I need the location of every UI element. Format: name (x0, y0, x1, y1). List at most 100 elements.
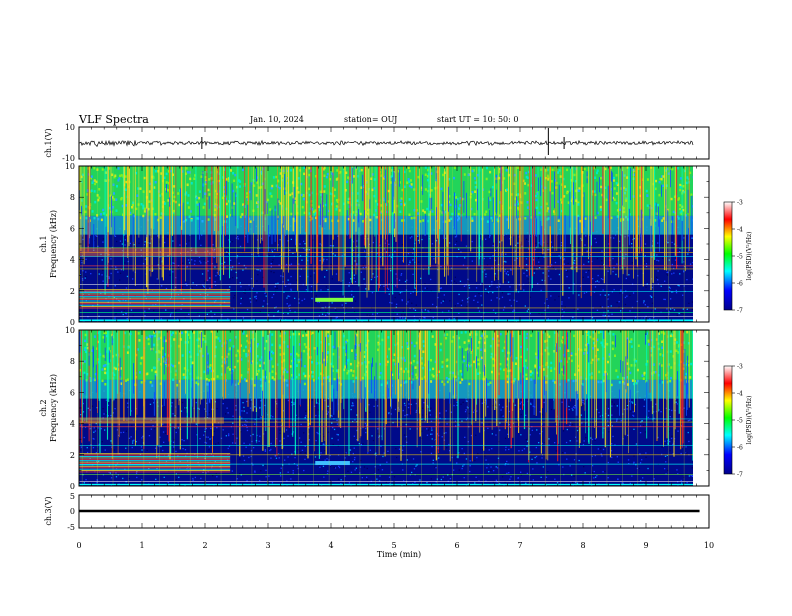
spectrogram-speckle (567, 429, 568, 430)
spectrogram-speckle (367, 468, 368, 469)
spectrogram-speckle (290, 310, 291, 311)
spectrogram-speckle (527, 311, 528, 312)
spectrogram-texture (336, 169, 338, 172)
spectrogram-speckle (144, 311, 145, 312)
spectrogram-speckle (458, 249, 459, 250)
spectrogram-texture (287, 345, 289, 348)
spectrogram-speckle (256, 280, 257, 281)
spectrogram-texture (446, 359, 448, 362)
spectrogram-speckle (475, 435, 476, 436)
spectrogram-speckle (395, 297, 396, 298)
spectrogram-speckle (509, 300, 510, 301)
spectrogram-speckle (185, 449, 186, 450)
spectrogram-speckle (566, 459, 567, 460)
spectrogram-texture (600, 186, 602, 189)
spectrogram-speckle (605, 315, 606, 316)
spectrogram-speckle (254, 406, 255, 407)
spectrogram-texture (151, 369, 153, 372)
spectrogram-speckle (250, 301, 251, 302)
spectrogram-speckle (193, 480, 194, 481)
spectrogram-texture (679, 189, 681, 192)
spectrogram-speckle (191, 259, 192, 260)
spectrogram-speckle (621, 420, 622, 421)
spectrogram-speckle (648, 410, 649, 411)
spectrogram-speckle (488, 235, 489, 236)
spectrogram-speckle (644, 317, 645, 318)
spectrogram-speckle (309, 439, 310, 440)
spectrogram-texture (679, 184, 681, 187)
spectrogram-speckle (207, 261, 208, 262)
spectrogram-speckle (429, 427, 430, 428)
spectrogram-speckle (466, 246, 467, 247)
spectrogram-speckle (228, 433, 229, 434)
spectrogram-speckle (82, 270, 83, 271)
spectrogram-speckle (526, 264, 527, 265)
spectrogram-speckle (634, 238, 635, 239)
spectrogram-speckle (386, 462, 387, 463)
spectrogram-speckle (275, 286, 276, 287)
spectrogram-speckle (264, 465, 265, 466)
spectrogram-speckle (115, 266, 116, 267)
spectrogram-speckle (221, 263, 222, 264)
spectrogram-speckle (612, 401, 613, 402)
freq-tick-label: 6 (70, 224, 75, 233)
spectrogram-speckle (244, 293, 245, 294)
spectrogram-speckle (631, 475, 632, 476)
spectrogram-speckle (280, 475, 281, 476)
spectrogram-texture (400, 199, 402, 202)
spectrogram-speckle (577, 430, 578, 431)
spectrogram-speckle (632, 402, 633, 403)
spectrogram-speckle (626, 278, 627, 279)
spectrogram-speckle (386, 482, 387, 483)
spectrogram-speckle (232, 470, 233, 471)
spectrogram-speckle (320, 243, 321, 244)
spectrogram-speckle (676, 402, 677, 403)
spectrogram-texture (568, 357, 570, 360)
spectrogram-speckle (416, 403, 417, 404)
spectrogram-speckle (687, 309, 688, 310)
spectrogram-texture (320, 191, 322, 194)
spectrogram-speckle (131, 309, 132, 310)
spectrogram-speckle (496, 297, 497, 298)
spectrogram-speckle (182, 263, 183, 264)
spectrogram-texture (302, 334, 304, 337)
spectrogram-speckle (546, 477, 547, 478)
spectrogram-speckle (122, 478, 123, 479)
spectrogram-speckle (496, 278, 497, 279)
spectrogram-speckle (333, 245, 334, 246)
spectrogram-speckle (667, 275, 668, 276)
spectrogram-speckle (485, 459, 486, 460)
spectrogram-texture (411, 183, 413, 186)
spectrogram-speckle (510, 270, 511, 271)
spectrogram-speckle (408, 403, 409, 404)
spectrogram-texture (535, 199, 537, 202)
spectrogram-speckle (138, 243, 139, 244)
spectrogram-speckle (332, 416, 333, 417)
spectrogram-speckle (240, 303, 241, 304)
spectrogram-speckle (431, 427, 432, 428)
spectrogram-speckle (354, 436, 355, 437)
spectrogram-speckle (528, 309, 529, 310)
spectrogram-speckle (365, 432, 366, 433)
spectrogram-speckle (643, 300, 644, 301)
spectrogram-speckle (145, 259, 146, 260)
spectrogram-texture (203, 371, 205, 374)
spectrogram-texture (324, 167, 326, 170)
spectrogram-speckle (470, 465, 471, 466)
spectrogram-speckle (617, 405, 618, 406)
spectrogram-speckle (179, 244, 180, 245)
spectrogram-speckle (96, 236, 97, 237)
spectrogram-speckle (162, 450, 163, 451)
spectrogram-speckle (320, 452, 321, 453)
spectrogram-speckle (194, 260, 195, 261)
spectrogram-speckle (480, 295, 481, 296)
spectrogram-speckle (265, 451, 266, 452)
spectrogram-speckle (232, 423, 233, 424)
spectrogram-speckle (608, 425, 609, 426)
spectrogram-texture (172, 379, 174, 382)
spectrogram-texture (616, 202, 618, 205)
spectrogram-speckle (627, 404, 628, 405)
spectrogram-speckle (569, 287, 570, 288)
spectrogram-speckle (608, 408, 609, 409)
spectrogram-speckle (141, 446, 142, 447)
